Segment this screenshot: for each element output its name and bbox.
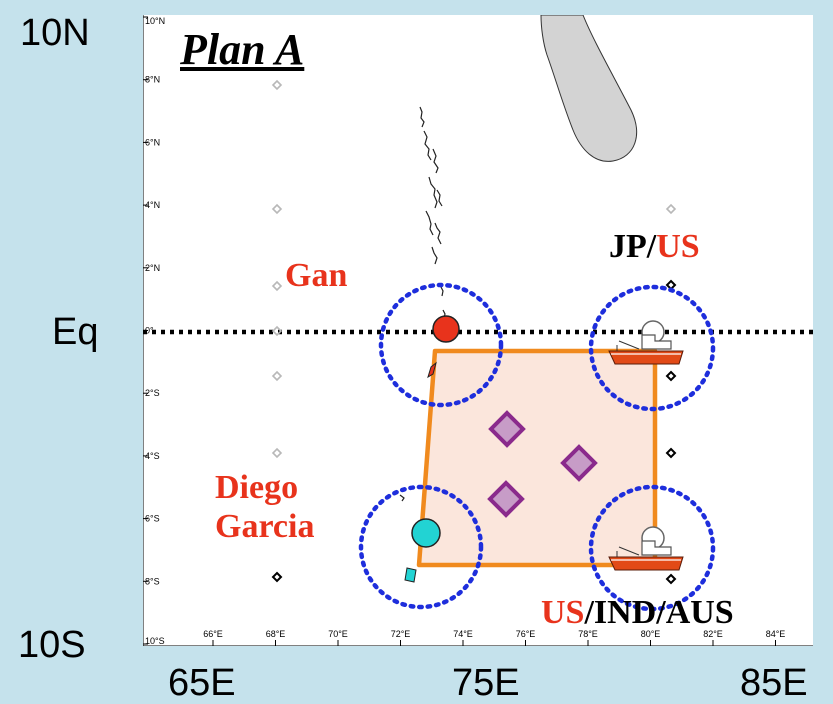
diego-garcia-secondary-marker: [404, 567, 417, 583]
observation-circles: [358, 282, 716, 612]
gray-mooring-diamonds: [271, 79, 677, 459]
lon-tick-label: 82°E: [703, 629, 723, 639]
diego-garcia-label: Diego Garcia: [215, 468, 314, 546]
us-ind-aus-label-rest: /IND/AUS: [584, 594, 734, 631]
lat-tick-label: 10°S: [145, 636, 165, 646]
ship-icon: [608, 320, 684, 365]
us-ind-aus-label-us: US: [541, 594, 585, 631]
lon-tick-label: 78°E: [578, 629, 598, 639]
lat-tick-label: 10°N: [145, 16, 165, 26]
array-mooring-diamonds: [487, 410, 598, 518]
lat-tick-label: 0°: [145, 326, 154, 336]
jp-us-label-us: US: [656, 228, 700, 265]
outer-lon-label-75e: 75E: [452, 662, 520, 704]
lon-tick-label: 84°E: [766, 629, 786, 639]
us-ind-aus-label: US/IND/AUS: [541, 593, 734, 632]
jp-us-label-jp: JP/: [609, 228, 657, 265]
lat-tick-label: 2°N: [145, 263, 160, 273]
lat-tick-label: 2°S: [145, 388, 160, 398]
gan-observation-circle: [378, 282, 504, 408]
mooring-diamond-icon: [488, 410, 526, 448]
mooring-diamond-icon: [665, 573, 677, 585]
gan-site-marker: [432, 315, 460, 343]
mooring-diamond-icon: [560, 444, 598, 482]
mooring-diamond-icon: [665, 203, 677, 215]
ship-icon: [608, 526, 684, 571]
map-title: Plan A: [180, 25, 305, 74]
lat-tick-label: 6°N: [145, 137, 160, 147]
us-ind-aus-observation-circle: [588, 484, 716, 612]
jp-us-observation-circle: [588, 284, 716, 412]
lon-tick-label: 70°E: [328, 629, 348, 639]
gan-label: Gan: [285, 257, 348, 294]
mooring-diamond-icon: [271, 203, 283, 215]
sri-lanka-landmass: [540, 15, 638, 162]
outer-lat-label-eq: Eq: [52, 311, 99, 353]
diego-garcia-label-line1: Diego: [215, 469, 299, 506]
lon-tick-label: 74°E: [453, 629, 473, 639]
map-canvas: 10°N8°N6°N4°N2°N0°2°S4°S6°S8°S10°S 66°E 6…: [143, 15, 813, 646]
lat-tick-label: 8°N: [145, 75, 160, 85]
lon-tick-label: 80°E: [641, 629, 661, 639]
jp-us-label: JP/US: [609, 227, 700, 266]
outer-lon-label-65e: 65E: [168, 662, 236, 704]
mooring-diamond-icon: [665, 447, 677, 459]
outer-lon-label-85e: 85E: [740, 662, 808, 704]
outer-lat-label-10s: 10S: [18, 624, 86, 666]
lat-tick-label: 6°S: [145, 514, 160, 524]
diego-garcia-observation-circle: [358, 484, 484, 610]
lon-tick-group: 66°E 68°E 70°E 72°E 74°E 76°E 78°E 80°E 82°E 84°E: [203, 629, 785, 646]
lon-tick-label: 76°E: [516, 629, 536, 639]
lat-tick-group: 10°N 8°N 6°N 4°N 2°N 0° 2°S 4°S 6°S 8°S 10°S: [143, 16, 165, 646]
mooring-diamond-icon: [487, 480, 525, 518]
mooring-diamond-icon: [271, 79, 283, 91]
diego-garcia-label-line2: Garcia: [215, 508, 315, 546]
mooring-diamond-icon: [271, 325, 283, 337]
mooring-diamond-icon: [271, 571, 283, 583]
mooring-diamond-icon: [271, 447, 283, 459]
lat-tick-label: 4°S: [145, 451, 160, 461]
black-mooring-diamonds: [271, 279, 677, 585]
mooring-diamond-icon: [665, 370, 677, 382]
lon-tick-label: 66°E: [203, 629, 223, 639]
lat-tick-label: 8°S: [145, 576, 160, 586]
lat-tick-label: 4°N: [145, 200, 160, 210]
lon-tick-label: 72°E: [391, 629, 411, 639]
chagos-atoll: [399, 494, 405, 502]
observation-array-area: [416, 348, 658, 568]
mooring-diamond-icon: [271, 370, 283, 382]
map-panel: 10°N 8°N 6°N 4°N 2°N 0° 2°S 4°S 6°S 8°S 10°S 66°E 6…: [143, 15, 813, 646]
gan-secondary-marker: [427, 361, 437, 379]
lon-tick-label: 68°E: [266, 629, 286, 639]
diego-garcia-site-marker: [411, 518, 441, 548]
outer-lat-label-10n: 10N: [20, 12, 90, 54]
mooring-diamond-icon: [271, 280, 283, 292]
